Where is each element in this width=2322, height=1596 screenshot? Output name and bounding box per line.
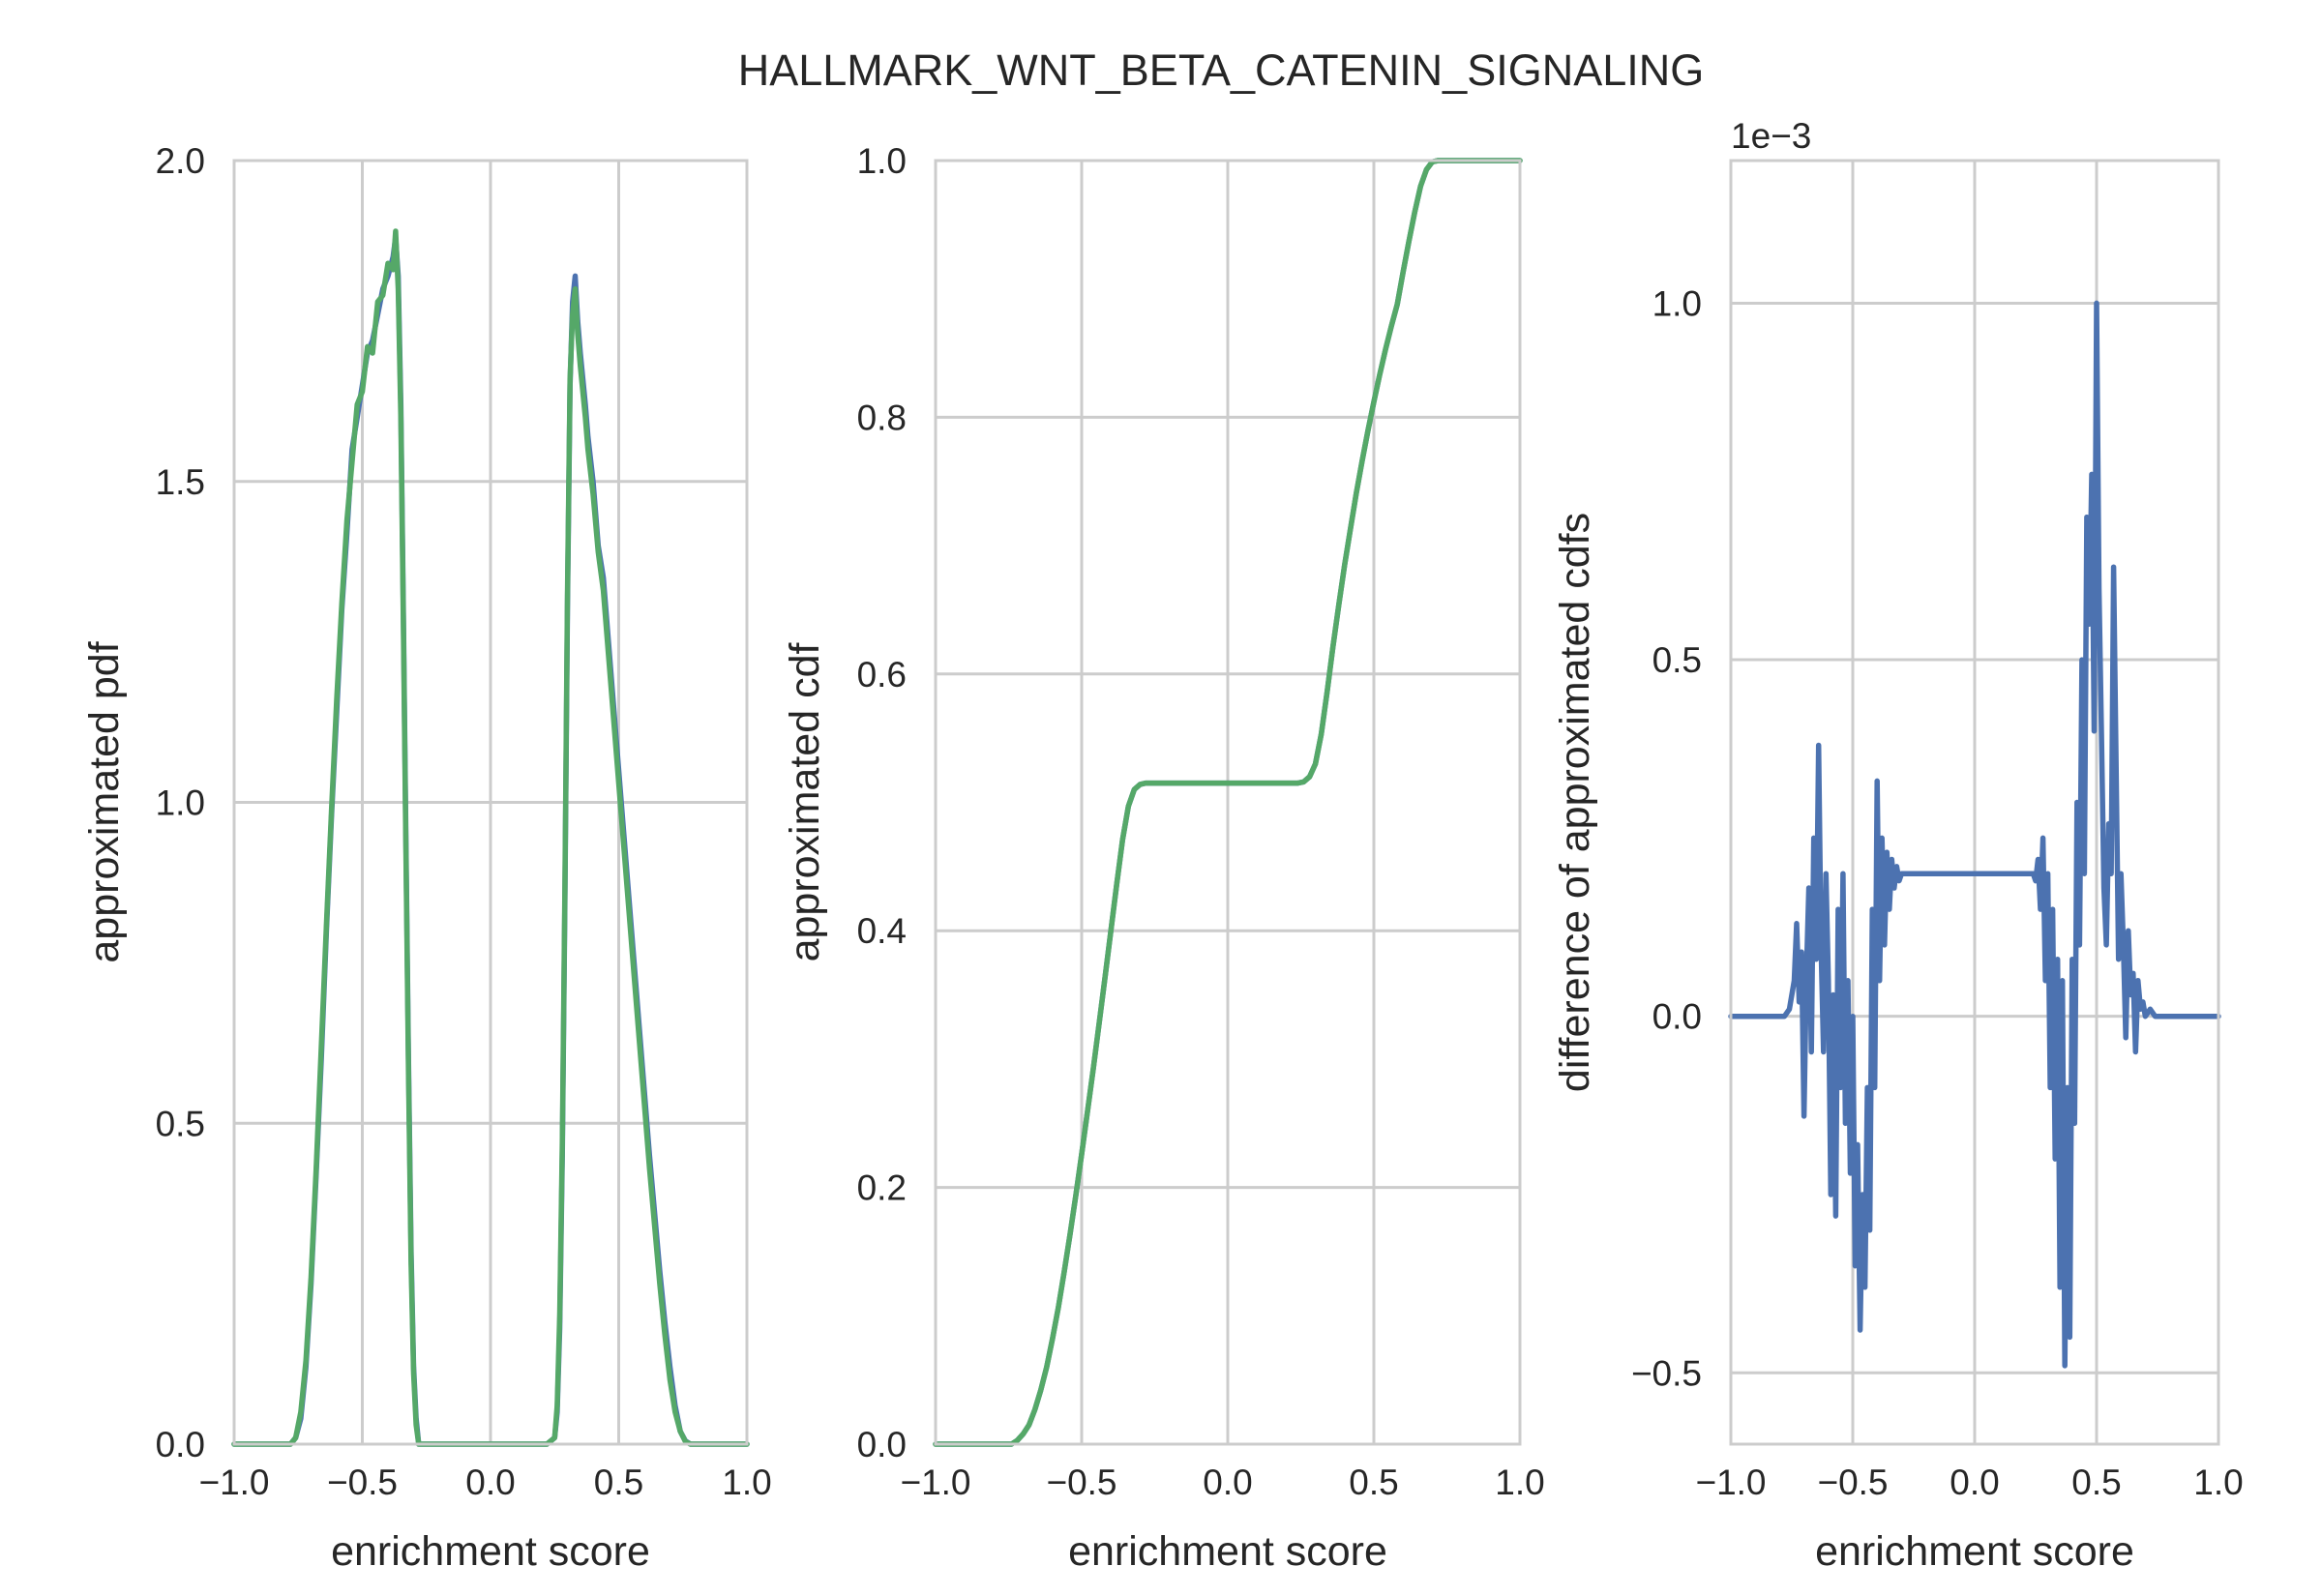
- x-tick-label: 0.5: [1349, 1463, 1398, 1502]
- y-offset-text: 1e−3: [1731, 116, 1811, 156]
- y-tick-label: 1.0: [156, 783, 205, 823]
- y-tick-label: 0.0: [1652, 997, 1702, 1037]
- x-tick-label: −1.0: [198, 1463, 269, 1502]
- axes-cdf: −1.0 −0.5 0.0 0.5 1.0 0.0 0.2 0.4 0.6 0.8 1.0 enr…: [782, 141, 1545, 1575]
- y-tick-label: 0.0: [857, 1425, 907, 1464]
- y-tick-label: 0.2: [857, 1168, 907, 1208]
- plot-frame: [934, 159, 1522, 1446]
- x-tick-label: 1.0: [722, 1463, 771, 1502]
- y-tick-labels: 0.0 0.5 1.0 1.5 2.0: [156, 141, 205, 1464]
- y-axis-label: approximated cdf: [782, 642, 828, 962]
- x-tick-label: 1.0: [2193, 1463, 2243, 1502]
- y-axis-label: difference of approximated cdfs: [1552, 513, 1598, 1092]
- x-tick-label: 0.5: [594, 1463, 643, 1502]
- y-tick-label: 1.5: [156, 462, 205, 502]
- grid-lines: [934, 159, 1522, 1446]
- y-tick-label: 0.0: [156, 1425, 205, 1464]
- y-tick-label: 0.4: [857, 911, 907, 951]
- y-tick-labels: 0.0 0.2 0.4 0.6 0.8 1.0: [857, 141, 907, 1464]
- y-tick-label: 1.0: [1652, 283, 1702, 323]
- plot-frame: [232, 159, 749, 1446]
- x-tick-labels: −1.0 −0.5 0.0 0.5 1.0: [1695, 1463, 2243, 1502]
- y-axis-label: approximated pdf: [81, 640, 128, 962]
- x-tick-label: −1.0: [900, 1463, 970, 1502]
- y-tick-label: 0.5: [1652, 640, 1702, 680]
- y-tick-label: 2.0: [156, 141, 205, 181]
- x-tick-label: 0.0: [1950, 1463, 1999, 1502]
- axes-pdf: −1.0 −0.5 0.0 0.5 1.0 0.0 0.5 1.0 1.5 2.0 enrich…: [81, 141, 772, 1575]
- x-tick-label: −1.0: [1695, 1463, 1766, 1502]
- plot-frame: [1729, 159, 2220, 1446]
- x-tick-labels: −1.0 −0.5 0.0 0.5 1.0: [900, 1463, 1544, 1502]
- y-tick-label: 0.6: [857, 655, 907, 695]
- x-axis-label: enrichment score: [1815, 1528, 2134, 1575]
- y-tick-label: 1.0: [857, 141, 907, 181]
- y-tick-label: 0.8: [857, 398, 907, 437]
- x-tick-label: −0.5: [1817, 1463, 1888, 1502]
- x-tick-label: 1.0: [1495, 1463, 1544, 1502]
- grid-lines: [1729, 161, 2220, 1444]
- series-line-1: [1728, 300, 2221, 1369]
- y-tick-labels: −0.5 0.0 0.5 1.0: [1631, 283, 1702, 1393]
- series-line-2: [933, 158, 1523, 1447]
- x-tick-label: 0.5: [2071, 1463, 2121, 1502]
- x-tick-label: 0.0: [465, 1463, 515, 1502]
- x-axis-label: enrichment score: [1068, 1528, 1387, 1575]
- x-axis-label: enrichment score: [331, 1528, 650, 1575]
- y-tick-label: 0.5: [156, 1104, 205, 1143]
- y-tick-label: −0.5: [1631, 1353, 1702, 1393]
- x-tick-label: 0.0: [1203, 1463, 1252, 1502]
- figure-title: HALLMARK_WNT_BETA_CATENIN_SIGNALING: [738, 45, 1705, 95]
- axes-cdf-difference: −1.0 −0.5 0.0 0.5 1.0 −0.5 0.0 0.5 1.0 1e−3 enr…: [1552, 116, 2244, 1575]
- x-tick-label: −0.5: [1046, 1463, 1116, 1502]
- x-tick-label: −0.5: [327, 1463, 398, 1502]
- x-tick-labels: −1.0 −0.5 0.0 0.5 1.0: [198, 1463, 771, 1502]
- series-lines: [933, 158, 1523, 1447]
- series-lines: [1728, 300, 2221, 1369]
